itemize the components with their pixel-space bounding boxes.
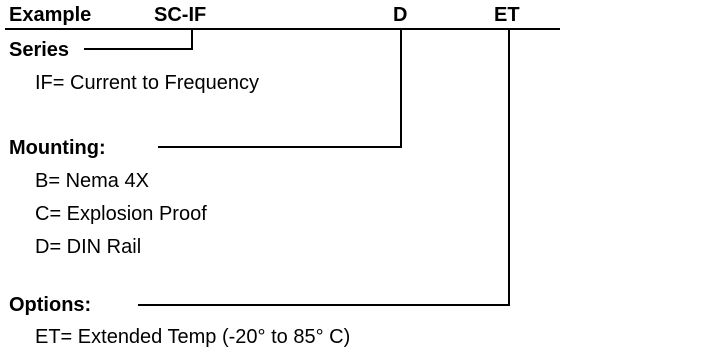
example-label: Example bbox=[9, 4, 92, 26]
series-item-if: IF= Current to Frequency bbox=[35, 72, 259, 94]
mounting-heading: Mounting: bbox=[9, 137, 106, 159]
options-connector bbox=[138, 29, 510, 306]
options-heading: Options: bbox=[9, 294, 92, 316]
model-code: SC-IF bbox=[154, 4, 207, 26]
series-connector bbox=[84, 29, 193, 50]
options-item-et: ET= Extended Temp (-20° to 85° C) bbox=[35, 326, 351, 348]
series-heading: Series bbox=[9, 39, 70, 61]
mounting-connector bbox=[158, 29, 402, 148]
mounting-code: D bbox=[393, 4, 408, 26]
mounting-item-d: D= DIN Rail bbox=[35, 236, 142, 258]
mounting-item-c: C= Explosion Proof bbox=[35, 203, 207, 225]
mounting-item-b: B= Nema 4X bbox=[35, 170, 149, 192]
options-code: ET bbox=[494, 4, 520, 26]
